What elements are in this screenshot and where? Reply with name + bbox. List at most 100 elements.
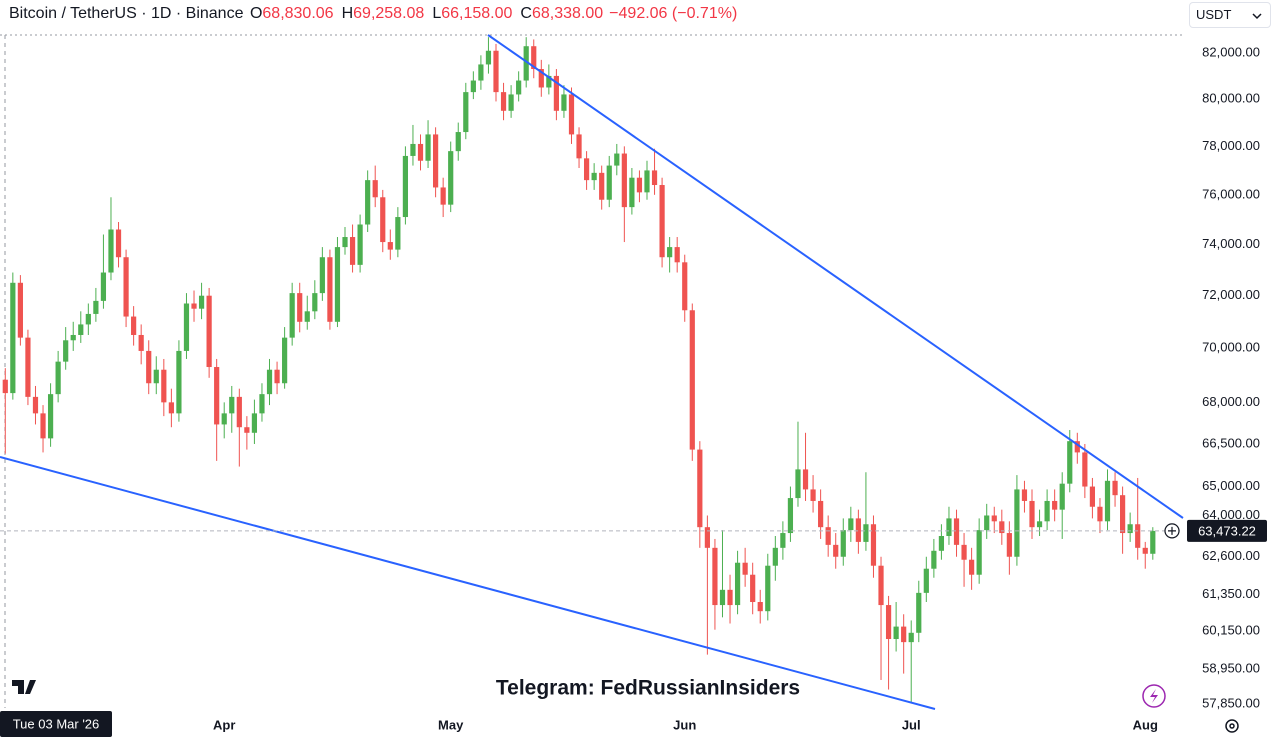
candle-body [1029, 500, 1035, 528]
candle-body [463, 92, 469, 133]
currency-dropdown[interactable]: USDT [1189, 2, 1271, 28]
ohlc-value: 68,338.00 [531, 5, 604, 22]
candle-body [25, 337, 31, 397]
candle-body [757, 602, 763, 612]
add-alert-plus [1168, 526, 1176, 535]
y-tick-label: 68,000.00 [1202, 394, 1260, 409]
candle-body [863, 524, 869, 542]
candle-body [115, 229, 122, 258]
candle-body [221, 413, 227, 425]
candle-body [297, 293, 303, 322]
y-tick-label: 65,000.00 [1202, 478, 1260, 493]
candle-body [931, 550, 937, 569]
candle-body [1150, 530, 1156, 554]
candle-body [591, 172, 597, 181]
candle-body [327, 257, 333, 322]
candle-body [93, 300, 99, 314]
candle-body [395, 217, 401, 250]
candle-body [282, 337, 288, 384]
candle-body [161, 369, 167, 403]
lightning-icon[interactable] [1142, 684, 1166, 708]
candle-body [10, 282, 16, 394]
candle-body [712, 547, 718, 606]
ohlc-change: −492.06 (−0.71%) [609, 5, 738, 22]
candle-body [780, 533, 786, 548]
y-tick-label: 82,000.00 [1202, 44, 1260, 59]
candle-body [855, 518, 861, 542]
candle-body [697, 449, 703, 528]
candle-body [1127, 524, 1133, 534]
trend-line-lower [0, 456, 936, 710]
candle-body [1082, 452, 1088, 487]
candle-body [1006, 533, 1012, 557]
candle-body [455, 132, 461, 152]
ohlc-key: O [249, 5, 263, 22]
y-tick-label: 64,000.00 [1202, 507, 1260, 522]
candle-body [561, 94, 567, 111]
ohlc-value: 68,830.06 [262, 5, 334, 22]
candle-body [621, 153, 627, 208]
settings-icon[interactable] [1225, 719, 1239, 733]
candle-body [553, 75, 559, 111]
candle-body [47, 394, 54, 439]
candle-body [17, 282, 23, 338]
candle-body [448, 151, 454, 205]
chevron-icon [1252, 13, 1262, 20]
x-tick-label: Aug [1133, 717, 1158, 732]
candle-body [206, 295, 212, 368]
candle-body [214, 367, 220, 425]
candle-body [85, 313, 91, 325]
candle-body [818, 500, 824, 528]
candle-body [916, 592, 922, 633]
candle-body [500, 92, 507, 111]
candle-body [674, 247, 680, 263]
candle-body [810, 489, 816, 501]
last-price-label: 63,473.22 [1198, 523, 1256, 538]
y-tick-label: 66,500.00 [1202, 435, 1260, 450]
candle-body [636, 177, 643, 193]
x-tick-label: Apr [213, 717, 235, 732]
candle-body [719, 589, 726, 606]
y-tick-label: 76,000.00 [1202, 186, 1260, 201]
candle-body [176, 350, 182, 414]
candle-body [304, 311, 310, 322]
candle-body [342, 237, 348, 248]
candle-body [689, 310, 695, 450]
candle-body [70, 334, 76, 341]
add-alert-icon[interactable] [1164, 523, 1180, 539]
candle-body [969, 559, 975, 575]
candle-body [976, 530, 982, 575]
y-tick-label: 74,000.00 [1202, 236, 1260, 251]
candle-body [923, 568, 929, 593]
candle-body [349, 237, 356, 265]
y-tick-label: 72,000.00 [1202, 287, 1260, 302]
currency-label: USDT [1196, 7, 1232, 22]
y-tick-label: 58,950.00 [1202, 660, 1260, 675]
candle-body [938, 536, 945, 551]
candle-body [312, 293, 318, 312]
ohlc-value: 66,158.00 [441, 5, 513, 22]
candle-body [244, 427, 250, 433]
candle-body [1067, 441, 1073, 484]
candle-body [1097, 506, 1103, 522]
last-price-badge [1187, 519, 1267, 542]
candle-body [893, 626, 899, 640]
candle-body [183, 303, 190, 351]
candle-body [410, 143, 416, 156]
candle-body [2, 379, 8, 394]
candle-body [1104, 480, 1111, 522]
candle-body [55, 361, 61, 395]
candle-body [508, 94, 514, 111]
y-tick-label: 70,000.00 [1202, 340, 1260, 355]
candle-body [387, 242, 393, 250]
candle-body [667, 247, 673, 258]
candle-body [878, 565, 884, 606]
candle-body [901, 626, 907, 643]
candle-body [516, 80, 522, 95]
candle-body [319, 257, 325, 294]
candle-body [583, 158, 590, 181]
candle-body [614, 153, 620, 166]
candle-body [802, 469, 809, 490]
x-tick-label: Jul [902, 717, 921, 732]
